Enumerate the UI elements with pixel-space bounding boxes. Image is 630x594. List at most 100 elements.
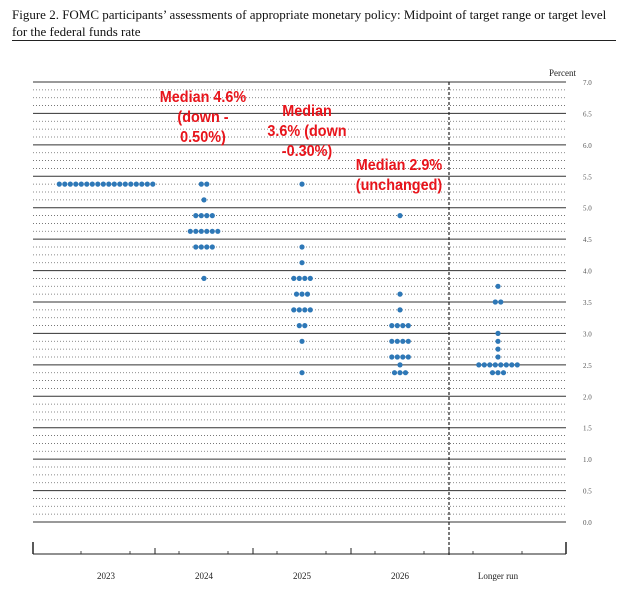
x-tick-label: 2023 [97, 571, 116, 581]
participant-dot [302, 307, 308, 313]
y-tick-label: 1.5 [583, 425, 592, 433]
participant-dot [514, 362, 520, 368]
annotation-2026: Median 2.9% (unchanged) [355, 157, 443, 194]
participant-dot [209, 228, 215, 234]
participant-dot [299, 260, 305, 266]
participant-dot [400, 338, 406, 344]
participant-dot [481, 362, 487, 368]
participant-dot [73, 181, 79, 187]
participant-dot [193, 244, 199, 250]
y-tick-label: 4.0 [583, 268, 592, 276]
participant-dot [204, 244, 210, 250]
participant-dot [139, 181, 145, 187]
participant-dot [400, 323, 406, 329]
participant-dot [67, 181, 73, 187]
participant-dot [492, 362, 498, 368]
caption-rule [12, 40, 616, 41]
participant-dot [299, 291, 305, 297]
participant-dot [150, 181, 156, 187]
y-axis-unit-label: Percent [549, 68, 576, 78]
participant-dot [198, 244, 204, 250]
y-tick-label: 5.5 [583, 173, 592, 181]
participant-dot [291, 275, 297, 281]
participant-dot [400, 354, 406, 360]
participant-dot [95, 181, 101, 187]
participant-dot [495, 330, 501, 336]
y-tick-label: 2.0 [583, 393, 592, 401]
participant-dot [307, 275, 313, 281]
participant-dot [302, 323, 308, 329]
participant-dot [397, 370, 403, 376]
y-tick-label: 6.5 [583, 110, 592, 118]
participant-dot [187, 228, 193, 234]
participant-dot [389, 323, 395, 329]
participant-dot [397, 362, 403, 368]
participant-dot [299, 181, 305, 187]
participant-dot [144, 181, 150, 187]
participant-dot [201, 275, 207, 281]
x-tick-label: Longer run [478, 571, 519, 581]
y-tick-label: 3.5 [583, 299, 592, 307]
participant-dot [405, 338, 411, 344]
participant-dot [198, 213, 204, 219]
y-tick-label: 6.0 [583, 142, 592, 150]
participant-dot [495, 283, 501, 289]
participant-dot [489, 370, 496, 376]
participant-dot [291, 307, 297, 313]
y-tick-label: 2.5 [583, 362, 592, 370]
participant-dot [204, 181, 210, 187]
participant-dot [405, 323, 411, 329]
participant-dot [201, 197, 207, 203]
participant-dot [299, 244, 305, 250]
x-tick-label: 2024 [195, 571, 214, 581]
participant-dot [117, 181, 123, 187]
annotation-2025: Median 3.6% (down -0.30%) [267, 103, 347, 160]
participant-dot [204, 228, 210, 234]
participant-dot [476, 362, 482, 368]
participant-dot [397, 307, 403, 313]
participant-dot [389, 354, 395, 360]
participant-dot [394, 354, 400, 360]
participant-dot [495, 338, 501, 344]
participant-dot [487, 362, 493, 368]
participant-dot [307, 307, 313, 313]
participant-dot [56, 181, 62, 187]
participant-dot [397, 291, 403, 297]
participant-dot [509, 362, 515, 368]
participant-dot [498, 362, 504, 368]
participant-dot [215, 228, 221, 234]
x-tick-label: 2026 [391, 571, 410, 581]
participant-dot [209, 244, 215, 250]
participant-dot [498, 299, 504, 305]
y-tick-label: 0.5 [583, 488, 592, 496]
participant-dot [296, 307, 302, 313]
y-tick-label: 1.0 [583, 456, 592, 464]
participant-dot [100, 181, 106, 187]
participant-dot [296, 323, 302, 329]
participant-dot [293, 291, 300, 297]
y-tick-label: 0.0 [583, 519, 592, 527]
participant-dot [391, 370, 398, 376]
participant-dot [405, 354, 411, 360]
participant-dot [495, 370, 501, 376]
participant-dot [133, 181, 139, 187]
participant-dot [106, 181, 112, 187]
participant-dot [503, 362, 509, 368]
participant-dot [193, 228, 199, 234]
participant-dot [209, 213, 215, 219]
x-tick-label: 2025 [293, 571, 312, 581]
participant-dot [394, 338, 400, 344]
participant-dot [62, 181, 68, 187]
participant-dot [299, 370, 305, 376]
participant-dot [389, 338, 395, 344]
participant-dot [193, 213, 199, 219]
participant-dot [204, 213, 210, 219]
participant-dot [495, 346, 501, 352]
y-tick-label: 3.0 [583, 330, 592, 338]
participant-dot [492, 299, 498, 305]
figure-caption: Figure 2. FOMC participants’ assessments… [12, 7, 607, 39]
y-tick-label: 7.0 [583, 79, 592, 87]
participant-dot [299, 338, 305, 344]
participant-dot [89, 181, 95, 187]
participant-dot [397, 213, 403, 219]
